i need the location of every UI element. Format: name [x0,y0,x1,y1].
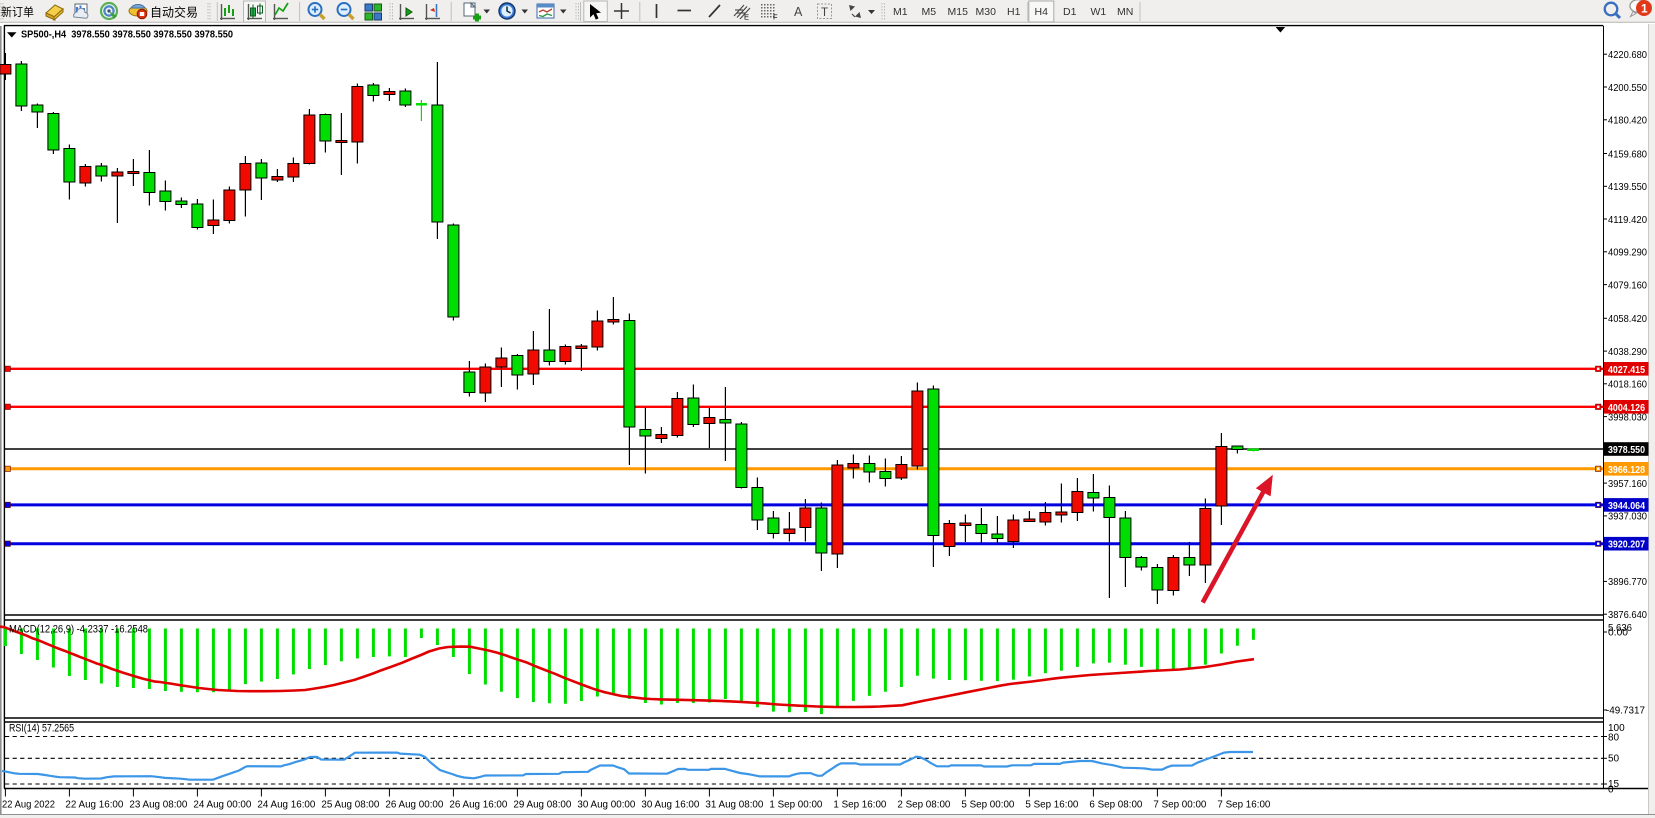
svg-text:M1: M1 [893,6,908,18]
svg-text:4027.415: 4027.415 [1608,364,1645,376]
svg-text:4139.550: 4139.550 [1608,181,1647,193]
svg-text:31 Aug 08:00: 31 Aug 08:00 [705,799,763,811]
svg-text:5 Sep 00:00: 5 Sep 00:00 [961,799,1014,811]
svg-text:4119.420: 4119.420 [1608,214,1647,226]
svg-text:30 Aug 16:00: 30 Aug 16:00 [641,799,699,811]
svg-text:新订单: 新订单 [1,5,34,19]
svg-text:3966.128: 3966.128 [1608,464,1645,476]
svg-text:5.636: 5.636 [1608,623,1632,634]
svg-text:D1: D1 [1063,6,1077,18]
svg-text:F: F [773,13,778,22]
svg-text:M5: M5 [922,6,937,18]
svg-text:15: 15 [1608,779,1620,790]
svg-text:100: 100 [1608,723,1625,734]
svg-text:A: A [794,5,803,19]
svg-text:T: T [821,7,828,19]
svg-text:4099.290: 4099.290 [1608,247,1647,259]
svg-text:24 Aug 00:00: 24 Aug 00:00 [193,799,251,811]
svg-text:80: 80 [1608,733,1620,744]
svg-text:7 Sep 16:00: 7 Sep 16:00 [1217,799,1270,811]
svg-text:M15: M15 [948,6,969,18]
svg-text:26 Aug 00:00: 26 Aug 00:00 [385,799,443,811]
svg-text:H4: H4 [1035,6,1049,18]
svg-text:5 Sep 16:00: 5 Sep 16:00 [1025,799,1078,811]
svg-text:3998.030: 3998.030 [1608,411,1647,423]
svg-text:6 Sep 08:00: 6 Sep 08:00 [1089,799,1142,811]
svg-text:MN: MN [1117,6,1133,18]
svg-text:30 Aug 00:00: 30 Aug 00:00 [577,799,635,811]
svg-text:1: 1 [1641,2,1648,16]
svg-text:22 Aug 16:00: 22 Aug 16:00 [65,799,123,811]
svg-text:22 Aug 2022: 22 Aug 2022 [2,799,55,811]
svg-text:SP500-,H4 3978.550 3978.550 3: SP500-,H4 3978.550 3978.550 3978.550 397… [21,28,233,40]
svg-text:3944.064: 3944.064 [1608,500,1645,512]
svg-text:MACD(12,26,9) -4.2337 -16.2548: MACD(12,26,9) -4.2337 -16.2548 [9,624,148,636]
svg-text:7 Sep 00:00: 7 Sep 00:00 [1153,799,1206,811]
svg-text:26 Aug 16:00: 26 Aug 16:00 [449,799,507,811]
svg-text:3937.030: 3937.030 [1608,511,1647,523]
svg-text:-49.7317: -49.7317 [1606,706,1645,717]
svg-text:3920.207: 3920.207 [1608,539,1645,551]
svg-text:23 Aug 08:00: 23 Aug 08:00 [129,799,187,811]
svg-text:4200.550: 4200.550 [1608,82,1647,94]
svg-text:4159.680: 4159.680 [1608,148,1647,160]
svg-text:4058.420: 4058.420 [1608,313,1647,325]
svg-text:1 Sep 16:00: 1 Sep 16:00 [833,799,886,811]
svg-text:M30: M30 [976,6,997,18]
svg-text:E: E [744,13,749,22]
svg-text:4018.160: 4018.160 [1608,379,1647,391]
svg-text:3957.160: 3957.160 [1608,478,1647,490]
svg-text:0.00: 0.00 [1608,628,1628,639]
svg-text:RSI(14) 57.2565: RSI(14) 57.2565 [9,723,74,735]
svg-text:24 Aug 16:00: 24 Aug 16:00 [257,799,315,811]
svg-text:4004.126: 4004.126 [1608,402,1645,414]
svg-text:50: 50 [1608,754,1620,765]
svg-text:3896.770: 3896.770 [1608,576,1647,588]
svg-text:4079.160: 4079.160 [1608,279,1647,291]
svg-text:29 Aug 08:00: 29 Aug 08:00 [513,799,571,811]
svg-text:H1: H1 [1007,6,1021,18]
svg-text:0: 0 [1608,785,1614,796]
svg-text:3978.550: 3978.550 [1608,444,1645,456]
svg-text:4038.290: 4038.290 [1608,346,1647,358]
svg-text:自动交易: 自动交易 [150,5,198,20]
svg-text:4180.420: 4180.420 [1608,115,1647,127]
svg-text:3876.640: 3876.640 [1608,609,1647,621]
svg-text:W1: W1 [1091,6,1107,18]
svg-text:25 Aug 08:00: 25 Aug 08:00 [321,799,379,811]
svg-text:4220.680: 4220.680 [1608,49,1647,61]
svg-text:1 Sep 00:00: 1 Sep 00:00 [769,799,822,811]
svg-text:2 Sep 08:00: 2 Sep 08:00 [897,799,950,811]
